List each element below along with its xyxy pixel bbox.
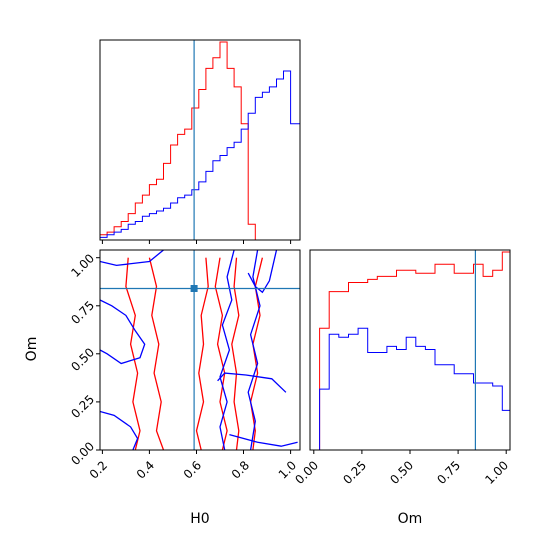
contour-series-1-level-5 [217,372,287,393]
hist-om-xtick-label-2: 0.50 [387,458,416,487]
contour-series-1-level-0 [100,299,146,365]
hist-h0-series-0-histogram [99,41,300,241]
hist-om-x-axis-label: Om [398,511,423,527]
hist-h0-panel [99,39,301,244]
hist-om-xtick-label-0: 0.00 [292,458,321,487]
contour-ytick-label-0: 0.00 [68,439,97,468]
contour-truth-marker [190,285,198,292]
contour-series-1-level-3 [219,250,235,450]
contour-xtick-label-1: 0.4 [134,458,157,481]
contour-x-axis-label: H0 [190,511,209,527]
hist-om-series-0-histogram [310,251,511,451]
contour-ytick-label-2: 0.50 [68,345,97,374]
hist-om-panel [309,249,511,454]
contour-series-0-level-4 [231,257,240,450]
hist-h0-series-1-histogram [99,70,301,240]
contour-series-1-level-2 [100,250,164,267]
contour-series-1-level-7 [247,250,278,294]
contour-series-0-level-3 [214,257,228,450]
contour-xtick-label-3: 0.8 [229,458,252,481]
hist-om-xtick-label-3: 0.75 [434,458,463,487]
hist-h0-frame [99,39,301,241]
contour-series-1-level-6 [229,433,298,447]
contour-y-axis-label: Om [24,337,40,362]
contour-xtick-label-2: 0.6 [181,458,204,481]
hist-om-series-1-histogram [310,327,511,451]
hist-om-xtick-label-1: 0.25 [340,458,369,487]
contour-series-0-level-2 [195,257,209,450]
contour-ytick-labels: 0.00 0.25 0.50 0.75 1.00 [68,251,97,468]
contour-lines [100,250,298,450]
contour-xtick-labels: 0.2 0.4 0.6 0.8 1.0 [87,458,299,481]
contour-h0-om-panel [96,249,301,454]
contour-series-0-level-1 [148,257,165,450]
contour-ytick-label-4: 1.00 [68,251,97,280]
contour-xtick-label-0: 0.2 [87,458,110,481]
contour-ytick-label-3: 0.75 [68,298,97,327]
contour-series-1-level-1 [100,410,139,450]
contour-ytick-label-1: 0.25 [68,392,97,421]
contour-series-0-level-5 [249,257,264,450]
contour-h0-om-frame [99,249,301,451]
contour-series-0-level-0 [125,257,141,450]
hist-om-frame [309,249,511,451]
hist-om-xtick-label-4: 1.00 [482,458,511,487]
contour-series-1-level-4 [247,250,261,450]
hist-om-xtick-labels: 0.00 0.25 0.50 0.75 1.00 [292,458,511,487]
